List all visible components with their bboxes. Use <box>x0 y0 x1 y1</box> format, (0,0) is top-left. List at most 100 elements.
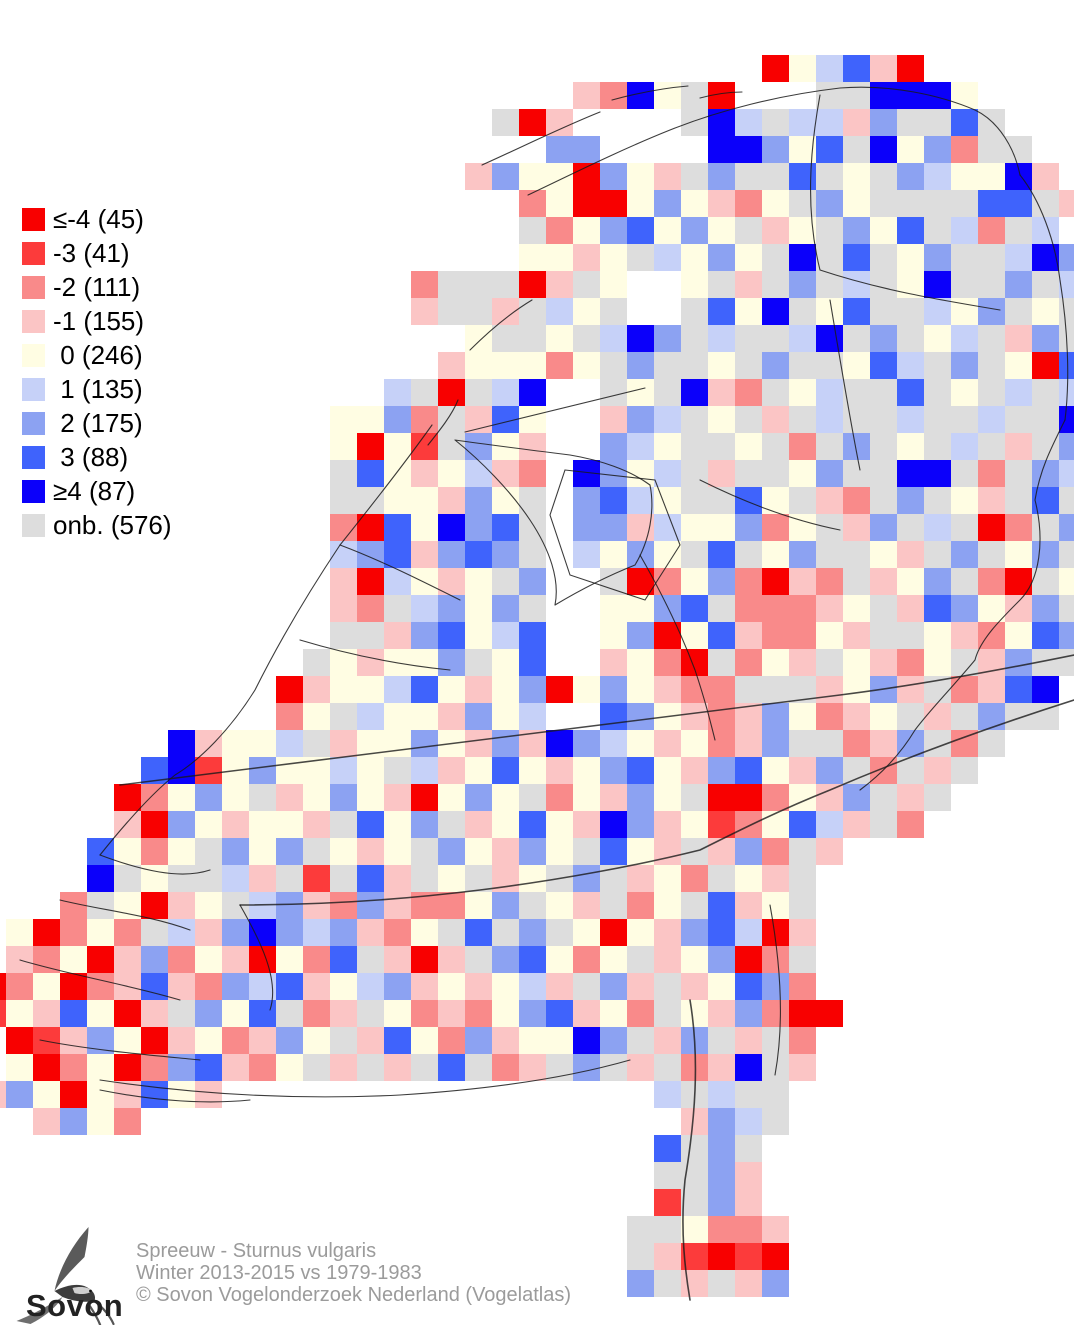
grid-cell <box>357 514 384 541</box>
grid-cell <box>222 757 249 784</box>
grid-cell <box>681 109 708 136</box>
grid-cell <box>276 784 303 811</box>
grid-cell <box>330 487 357 514</box>
grid-cell <box>708 514 735 541</box>
grid-cell <box>870 757 897 784</box>
grid-cell <box>789 325 816 352</box>
legend-label: ≤-4 (45) <box>53 204 144 234</box>
grid-cell <box>114 838 141 865</box>
grid-cell <box>708 406 735 433</box>
grid-cell <box>735 1162 762 1189</box>
grid-cell <box>519 892 546 919</box>
grid-cell <box>519 190 546 217</box>
grid-cell <box>870 541 897 568</box>
grid-cell <box>411 1054 438 1081</box>
grid-cell <box>6 973 33 1000</box>
grid-cell <box>789 244 816 271</box>
grid-cell <box>384 487 411 514</box>
grid-cell <box>438 541 465 568</box>
grid-cell <box>978 541 1005 568</box>
grid-cell <box>708 1270 735 1297</box>
grid-cell <box>438 298 465 325</box>
grid-cell <box>924 730 951 757</box>
grid-cell <box>141 892 168 919</box>
grid-cell <box>492 838 519 865</box>
grid-cell <box>816 730 843 757</box>
grid-cell <box>303 649 330 676</box>
grid-cell <box>978 487 1005 514</box>
grid-cell <box>465 163 492 190</box>
grid-cell <box>384 433 411 460</box>
grid-cell <box>654 406 681 433</box>
grid-cell <box>654 1135 681 1162</box>
grid-cell <box>141 973 168 1000</box>
grid-cell <box>141 865 168 892</box>
grid-cell <box>465 919 492 946</box>
legend-swatch <box>22 513 45 537</box>
grid-cell <box>411 730 438 757</box>
grid-cell <box>735 298 762 325</box>
grid-cell <box>411 757 438 784</box>
grid-cell <box>951 271 978 298</box>
grid-cell <box>465 811 492 838</box>
grid-cell <box>1005 676 1032 703</box>
grid-cell <box>681 973 708 1000</box>
legend-item: 1 (135) <box>22 372 172 406</box>
grid-cell <box>681 1081 708 1108</box>
grid-cell <box>141 919 168 946</box>
grid-cell <box>978 190 1005 217</box>
grid-cell <box>276 838 303 865</box>
grid-cell <box>357 541 384 568</box>
grid-cell <box>789 1000 816 1027</box>
grid-cell <box>519 352 546 379</box>
grid-cell <box>627 892 654 919</box>
grid-cell <box>843 703 870 730</box>
grid-cell <box>735 136 762 163</box>
grid-cell <box>735 1189 762 1216</box>
grid-cell <box>411 487 438 514</box>
grid-cell <box>546 892 573 919</box>
grid-cell <box>897 487 924 514</box>
grid-cell <box>762 946 789 973</box>
grid-cell <box>924 649 951 676</box>
grid-cell <box>870 190 897 217</box>
grid-cell <box>735 1054 762 1081</box>
grid-cell <box>249 865 276 892</box>
grid-cell <box>411 811 438 838</box>
grid-cell <box>276 973 303 1000</box>
grid-cell <box>654 703 681 730</box>
grid-cell <box>870 433 897 460</box>
grid-cell <box>681 244 708 271</box>
grid-cell <box>276 730 303 757</box>
grid-cell <box>681 1000 708 1027</box>
grid-cell <box>708 136 735 163</box>
grid-cell <box>843 244 870 271</box>
grid-cell <box>708 541 735 568</box>
grid-cell <box>627 1243 654 1270</box>
grid-cell <box>735 1270 762 1297</box>
grid-cell <box>519 217 546 244</box>
grid-cell <box>330 784 357 811</box>
grid-cell <box>843 379 870 406</box>
grid-cell <box>546 190 573 217</box>
grid-cell <box>654 82 681 109</box>
grid-cell <box>654 757 681 784</box>
grid-cell <box>762 1243 789 1270</box>
grid-cell <box>1059 514 1074 541</box>
grid-cell <box>816 82 843 109</box>
grid-cell <box>330 568 357 595</box>
grid-cell <box>168 811 195 838</box>
grid-cell <box>681 406 708 433</box>
grid-cell <box>357 730 384 757</box>
grid-cell <box>573 163 600 190</box>
grid-cell <box>951 649 978 676</box>
grid-cell <box>357 1000 384 1027</box>
grid-cell <box>546 811 573 838</box>
grid-cell <box>573 784 600 811</box>
grid-cell <box>924 82 951 109</box>
grid-cell <box>681 1108 708 1135</box>
grid-cell <box>708 811 735 838</box>
grid-cell <box>141 1054 168 1081</box>
grid-cell <box>627 757 654 784</box>
grid-cell <box>0 1000 6 1027</box>
